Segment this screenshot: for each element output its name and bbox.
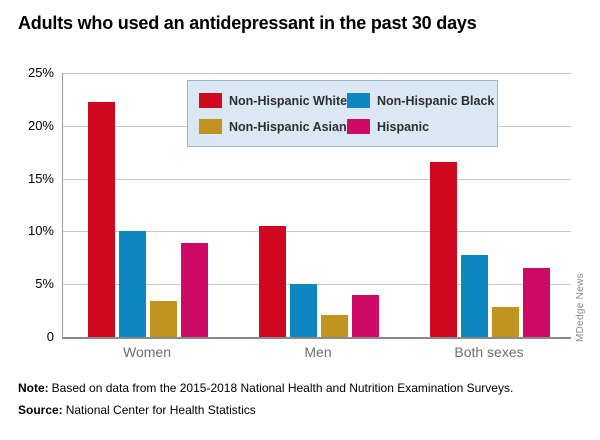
bar-chart: 0 5% 10% 15% 20% 25% Women Men Both sexes Non-H…	[27, 65, 586, 360]
gridline-5	[63, 284, 571, 286]
watermark-mdedge-news: MDedge News	[575, 273, 586, 342]
legend-label: Non-Hispanic White	[229, 93, 348, 108]
legend-swatch-icon	[199, 93, 222, 108]
bar-women-hispanic	[181, 243, 208, 337]
gridline-10	[63, 231, 571, 233]
bar-both-sexes-hispanic	[523, 268, 550, 337]
bar-men-non-hispanic-white	[259, 226, 286, 337]
chart-legend: Non-Hispanic White Non-Hispanic Black Non-…	[187, 80, 498, 147]
y-tick-label: 25%	[27, 65, 54, 80]
y-tick-label: 5%	[35, 276, 54, 292]
gridline-15	[63, 178, 571, 180]
legend-swatch-icon	[199, 119, 222, 134]
x-axis-label-both-sexes: Both sexes	[454, 344, 524, 360]
bar-both-sexes-non-hispanic-white	[430, 161, 457, 337]
bar-women-non-hispanic-black	[119, 231, 146, 337]
legend-item-non-hispanic-asian: Non-Hispanic Asian	[199, 119, 347, 134]
y-tick-label: 0	[46, 329, 54, 344]
legend-swatch-icon	[347, 119, 370, 134]
gridline-25	[63, 73, 571, 74]
source-label: Source:	[18, 403, 63, 417]
bar-both-sexes-non-hispanic-asian	[492, 307, 519, 337]
legend-swatch-icon	[347, 93, 370, 108]
plot-area	[62, 73, 571, 339]
bar-both-sexes-non-hispanic-black	[461, 254, 488, 337]
x-axis-label-men: Men	[304, 344, 332, 360]
bar-men-non-hispanic-asian	[321, 314, 348, 337]
legend-label: Hispanic	[377, 119, 430, 134]
page-title: Adults who used an antidepressant in the…	[18, 13, 477, 33]
legend-label: Non-Hispanic Black	[377, 93, 495, 108]
bar-men-hispanic	[352, 294, 379, 337]
source-text: National Center for Health Statistics	[65, 403, 256, 417]
bar-men-non-hispanic-black	[290, 284, 317, 337]
note-text: Based on data from the 2015-2018 Nationa…	[51, 381, 514, 395]
legend-item-hispanic: Hispanic	[347, 119, 497, 134]
note-line: Note: Based on data from the 2015-2018 Na…	[18, 381, 513, 395]
source-line: Source: National Center for Health Statis…	[18, 403, 256, 417]
bar-women-non-hispanic-asian	[150, 301, 177, 337]
bar-women-non-hispanic-white	[88, 101, 115, 337]
x-axis-label-women: Women	[123, 344, 171, 360]
legend-label: Non-Hispanic Asian	[229, 119, 347, 134]
y-tick-label: 10%	[27, 223, 54, 239]
y-tick-label: 20%	[27, 117, 54, 133]
legend-item-non-hispanic-white: Non-Hispanic White	[199, 93, 347, 108]
legend-item-non-hispanic-black: Non-Hispanic Black	[347, 93, 497, 108]
y-tick-label: 15%	[27, 170, 54, 186]
note-label: Note:	[18, 381, 49, 395]
